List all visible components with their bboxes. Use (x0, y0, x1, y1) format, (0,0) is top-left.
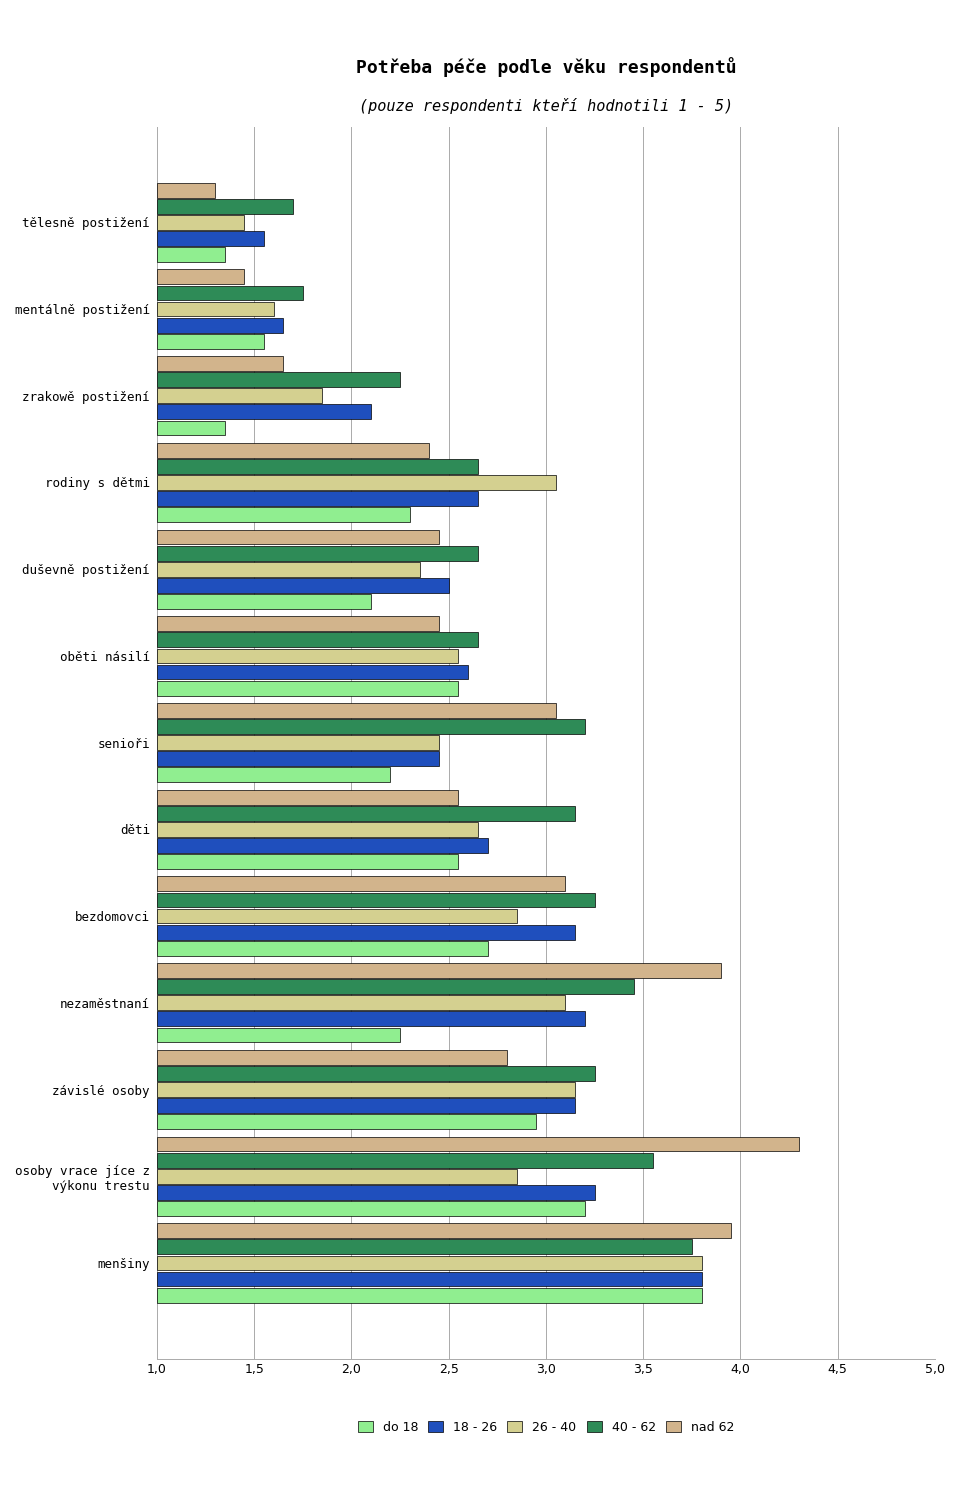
Bar (156, 333, 264, 349)
Bar (156, 1185, 594, 1200)
Bar (156, 942, 488, 955)
Bar (156, 373, 400, 388)
Bar (156, 1224, 731, 1239)
Bar (156, 1065, 594, 1080)
Bar (156, 735, 439, 750)
Bar (156, 703, 556, 718)
Bar (156, 530, 439, 545)
Bar (156, 356, 283, 371)
Bar (156, 546, 478, 560)
Bar (156, 925, 575, 940)
Bar (156, 1272, 702, 1287)
Bar (156, 1011, 585, 1026)
Bar (156, 247, 225, 263)
Bar (156, 681, 459, 696)
Bar (156, 302, 274, 317)
Bar (156, 459, 478, 474)
Bar (156, 578, 448, 593)
Bar (156, 231, 264, 246)
Bar (156, 892, 594, 907)
Text: (pouze respondenti kteří hodnotili 1 - 5): (pouze respondenti kteří hodnotili 1 - 5… (359, 98, 733, 115)
Bar (156, 1028, 400, 1043)
Bar (156, 1239, 692, 1254)
Bar (156, 214, 245, 229)
Bar (156, 649, 459, 664)
Bar (156, 421, 225, 436)
Bar (156, 1255, 702, 1271)
Bar (156, 1136, 799, 1151)
Bar (156, 963, 721, 978)
Bar (156, 1169, 516, 1183)
Bar (156, 979, 634, 994)
Bar (156, 1153, 653, 1168)
Bar (156, 475, 556, 490)
Bar (156, 1099, 575, 1114)
Bar (156, 1287, 702, 1302)
Bar (156, 822, 478, 837)
Bar (156, 285, 302, 300)
Bar (156, 1114, 537, 1129)
Bar (156, 199, 293, 214)
Bar (156, 789, 459, 804)
Text: Potřeba péče podle věku respondentů: Potřeba péče podle věku respondentů (355, 57, 736, 77)
Bar (156, 806, 575, 821)
Bar (156, 507, 410, 522)
Bar (156, 837, 488, 853)
Bar (156, 183, 215, 198)
Bar (156, 877, 565, 892)
Bar (156, 720, 585, 733)
Bar (156, 270, 245, 284)
Bar (156, 318, 283, 332)
Bar (156, 1201, 585, 1216)
Bar (156, 768, 391, 782)
Bar (156, 664, 468, 679)
Bar (156, 1050, 507, 1065)
Bar (156, 492, 478, 506)
Bar (156, 388, 323, 403)
Bar (156, 996, 565, 1010)
Legend: do 18, 18 - 26, 26 - 40, 40 - 62, nad 62: do 18, 18 - 26, 26 - 40, 40 - 62, nad 62 (353, 1415, 739, 1438)
Bar (156, 595, 371, 608)
Bar (156, 1082, 575, 1097)
Bar (156, 854, 459, 869)
Bar (156, 616, 439, 631)
Bar (156, 404, 371, 420)
Bar (156, 442, 429, 457)
Bar (156, 908, 516, 924)
Bar (156, 561, 420, 576)
Bar (156, 751, 439, 767)
Bar (156, 632, 478, 647)
